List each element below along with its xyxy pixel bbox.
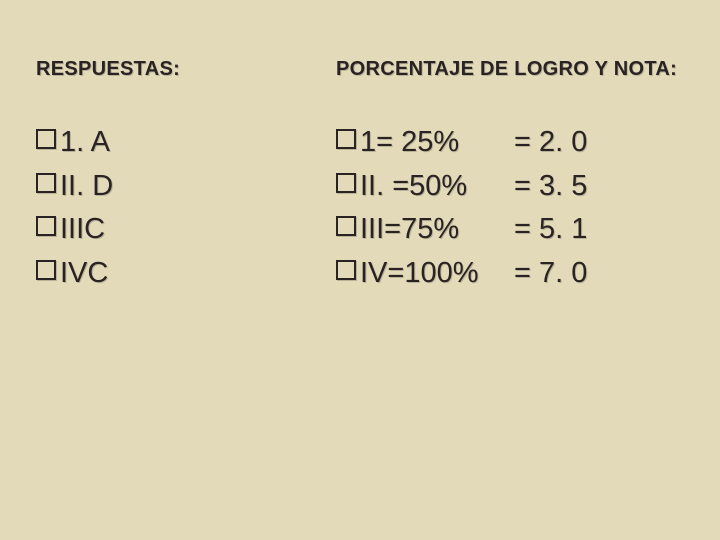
left-heading: RESPUESTAS: — [36, 58, 336, 81]
left-column: RESPUESTAS: 1. A II. D IIIC IVC — [36, 58, 336, 295]
grade-value: = 3. 5 — [514, 165, 587, 209]
percent-label: IV=100% — [360, 252, 514, 296]
percent-label: II. =50% — [360, 165, 514, 209]
right-list: 1= 25% = 2. 0 II. =50% = 3. 5 III=75% = … — [336, 121, 684, 295]
grade-value: = 7. 0 — [514, 252, 587, 296]
checkbox-icon — [36, 129, 56, 149]
checkbox-icon — [36, 260, 56, 280]
right-column: PORCENTAJE DE LOGRO Y NOTA: 1= 25% = 2. … — [336, 58, 684, 295]
checkbox-icon — [336, 216, 356, 236]
checkbox-icon — [336, 173, 356, 193]
percent-label: III=75% — [360, 208, 514, 252]
answer-label: IIIC — [60, 208, 120, 252]
checkbox-icon — [36, 216, 56, 236]
right-heading: PORCENTAJE DE LOGRO Y NOTA: — [336, 58, 684, 81]
list-item: 1= 25% = 2. 0 — [336, 121, 684, 165]
list-item: IV=100% = 7. 0 — [336, 252, 684, 296]
grade-value: = 2. 0 — [514, 121, 587, 165]
columns: RESPUESTAS: 1. A II. D IIIC IVC — [36, 58, 684, 295]
percent-label: 1= 25% — [360, 121, 514, 165]
answer-label: IVC — [60, 252, 120, 296]
list-item: II. D — [36, 165, 336, 209]
list-item: II. =50% = 3. 5 — [336, 165, 684, 209]
list-item: 1. A — [36, 121, 336, 165]
checkbox-icon — [336, 129, 356, 149]
grade-value: = 5. 1 — [514, 208, 587, 252]
list-item: III=75% = 5. 1 — [336, 208, 684, 252]
left-list: 1. A II. D IIIC IVC — [36, 121, 336, 295]
answer-label: 1. A — [60, 121, 120, 165]
list-item: IIIC — [36, 208, 336, 252]
checkbox-icon — [336, 260, 356, 280]
checkbox-icon — [36, 173, 56, 193]
answer-label: II. D — [60, 165, 120, 209]
slide: RESPUESTAS: 1. A II. D IIIC IVC — [0, 0, 720, 540]
list-item: IVC — [36, 252, 336, 296]
